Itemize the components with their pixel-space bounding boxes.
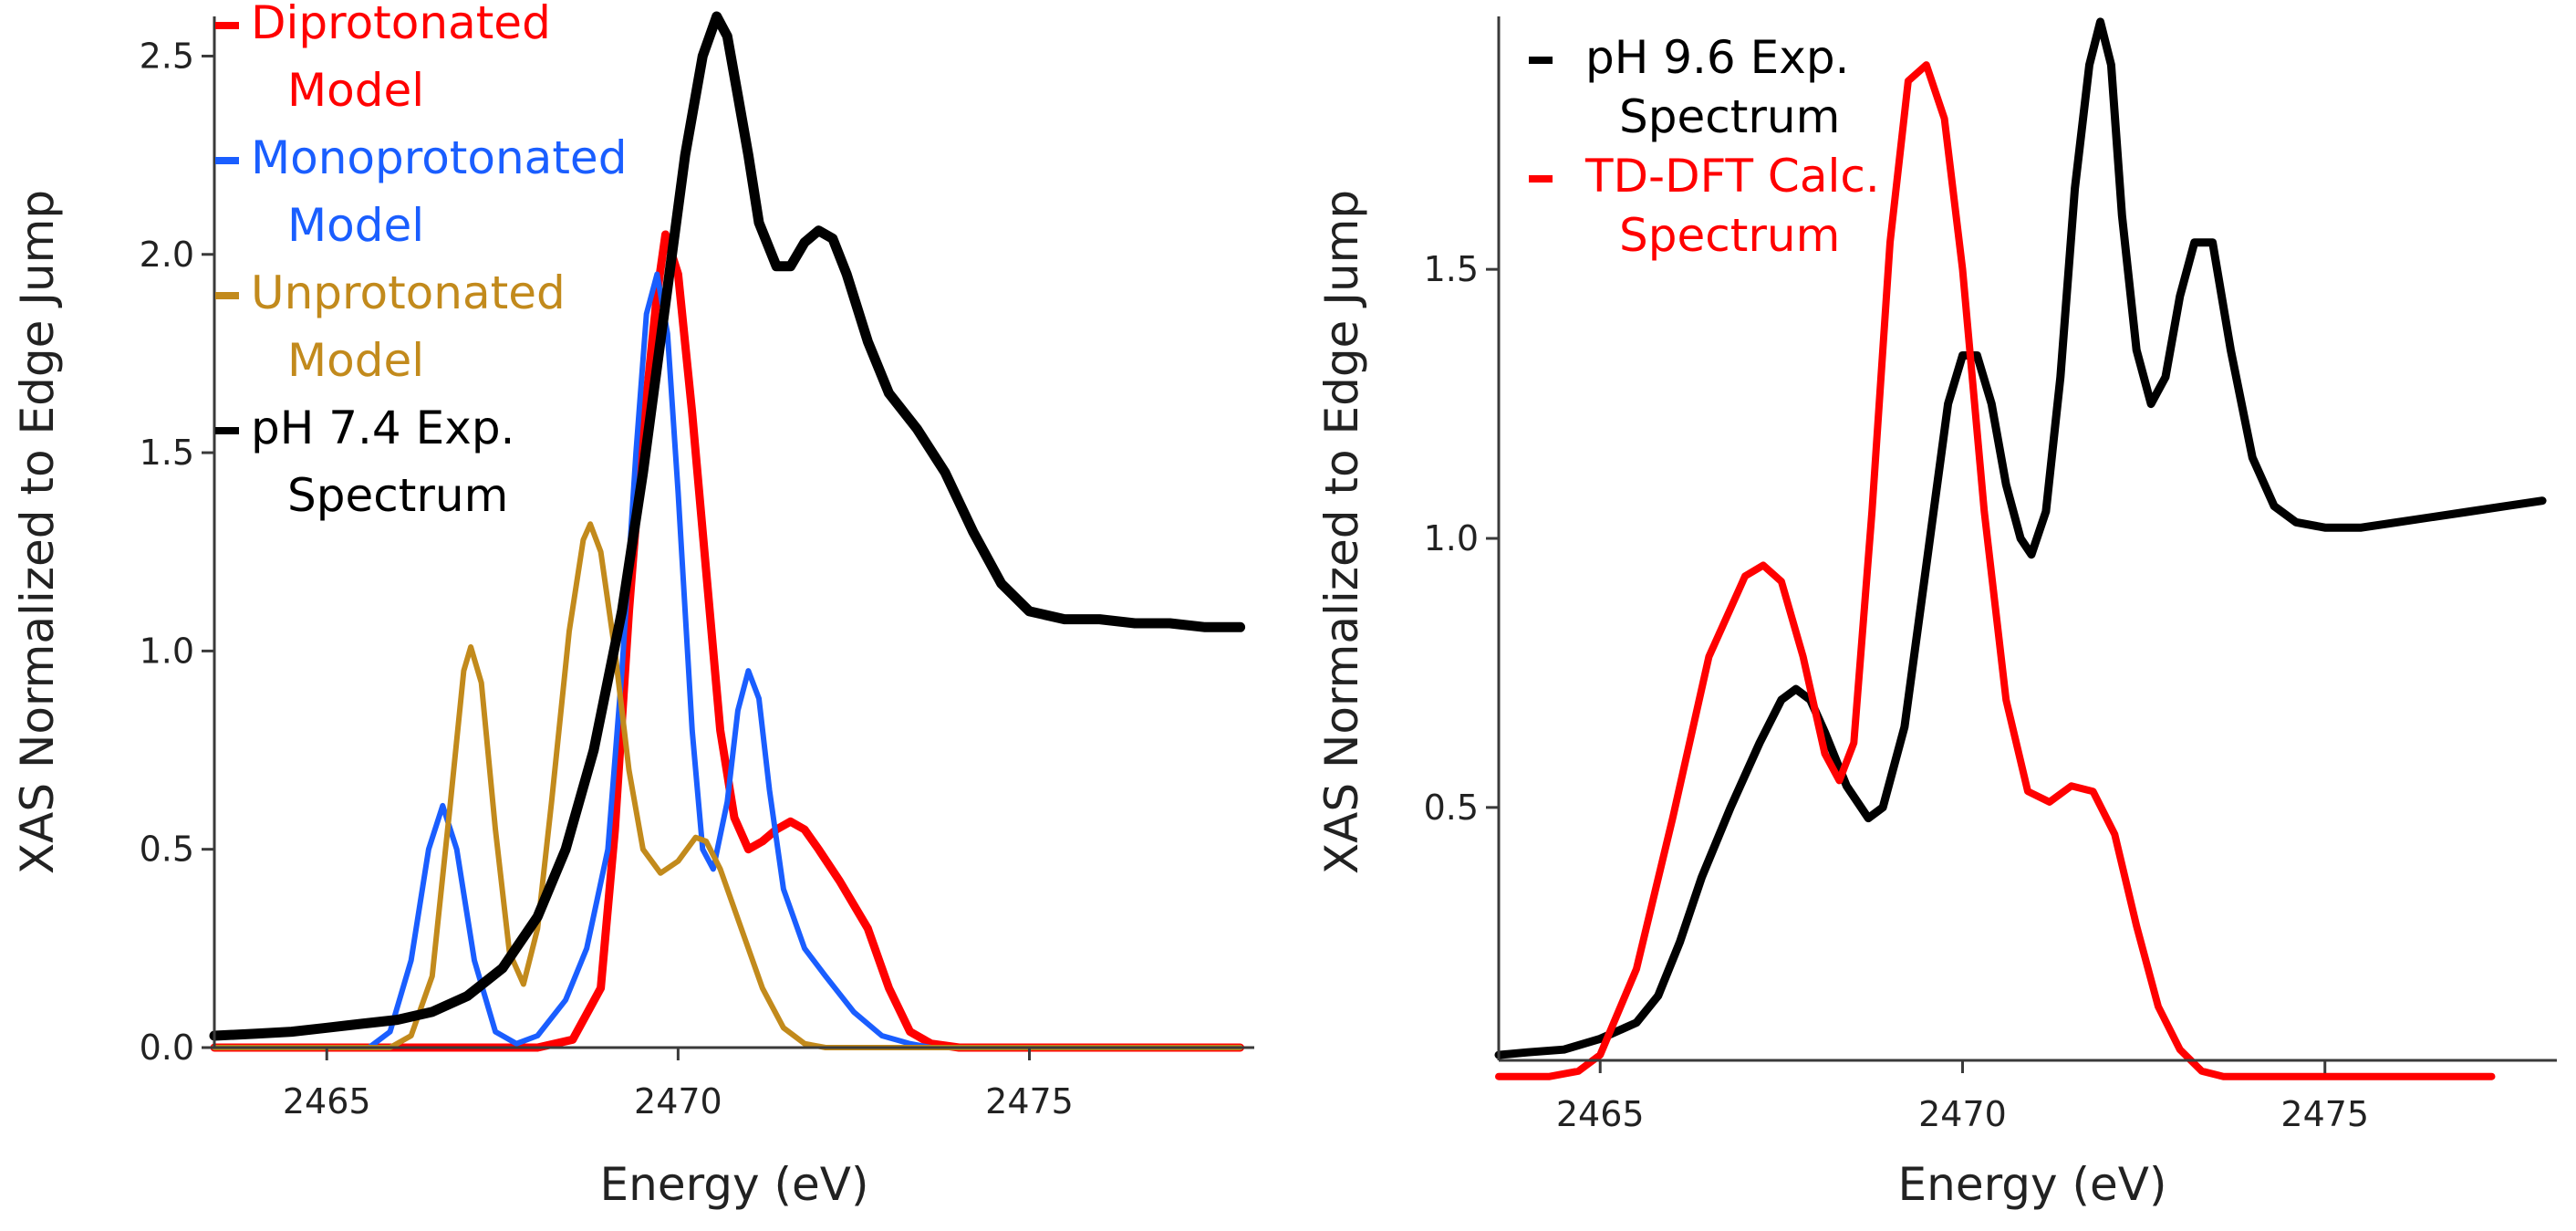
legend-label: Model [287, 199, 424, 252]
legend-label: Unprotonated [251, 266, 566, 319]
x-tick-label: 2475 [2280, 1094, 2369, 1134]
series-line-ph-7-4-exp-spectrum [209, 11, 1246, 1041]
y-tick-label: 0.5 [140, 829, 194, 870]
x-tick-label: 2470 [1918, 1094, 2007, 1134]
series-line-monoprotonated-model [212, 271, 1243, 1050]
legend-label: Model [287, 334, 424, 387]
x-tick-label: 2465 [283, 1081, 371, 1121]
legend-label: TD-DFT Calc. [1584, 150, 1880, 203]
legend-label: Spectrum [1619, 209, 1840, 262]
y-tick-label: 1.5 [140, 433, 194, 473]
y-tick-label: 1.5 [1424, 249, 1479, 289]
right-chart-panel: 0.5 1.0 1.5 2465 2470 2475 XAS Normalized to E… [1315, 16, 2557, 1211]
legend-label: Model [287, 64, 424, 117]
legend-label: pH 7.4 Exp. [251, 402, 514, 454]
y-axis-label: XAS Normalized to Edge Jump [1315, 190, 1368, 874]
y-tick-label: 2.5 [140, 36, 194, 76]
legend-label: Spectrum [1619, 90, 1840, 143]
y-tick-label: 2.0 [140, 235, 194, 275]
y-axis-label: XAS Normalized to Edge Jump [11, 190, 64, 874]
legend-label: Monoprotonated [251, 131, 627, 184]
series-line-td-dft-calc-spectrum [1495, 61, 2496, 1080]
x-axis-label: Energy (eV) [600, 1158, 869, 1211]
x-tick-label: 2465 [1556, 1094, 1645, 1134]
x-axis-label: Energy (eV) [1898, 1158, 2167, 1211]
series-line-unprotonated-model [212, 521, 1243, 1050]
series-line-diprotonated-model [210, 230, 1245, 1052]
x-tick-label: 2470 [634, 1081, 722, 1121]
x-tick-label: 2475 [985, 1081, 1074, 1121]
series-line-ph-9-6-exp-spectrum [1494, 17, 2547, 1059]
y-tick-label: 1.0 [140, 631, 194, 671]
legend-label: Spectrum [287, 469, 508, 522]
left-chart-panel: 0.0 0.5 1.0 1.5 2.0 2.5 2465 2470 2475 XAS Normal… [11, 0, 1254, 1211]
y-tick-label: 0.0 [140, 1028, 194, 1068]
y-tick-label: 0.5 [1424, 788, 1479, 828]
legend-label: Diprotonated [251, 0, 551, 49]
y-tick-label: 1.0 [1424, 518, 1479, 558]
legend-label: pH 9.6 Exp. [1585, 31, 1849, 84]
